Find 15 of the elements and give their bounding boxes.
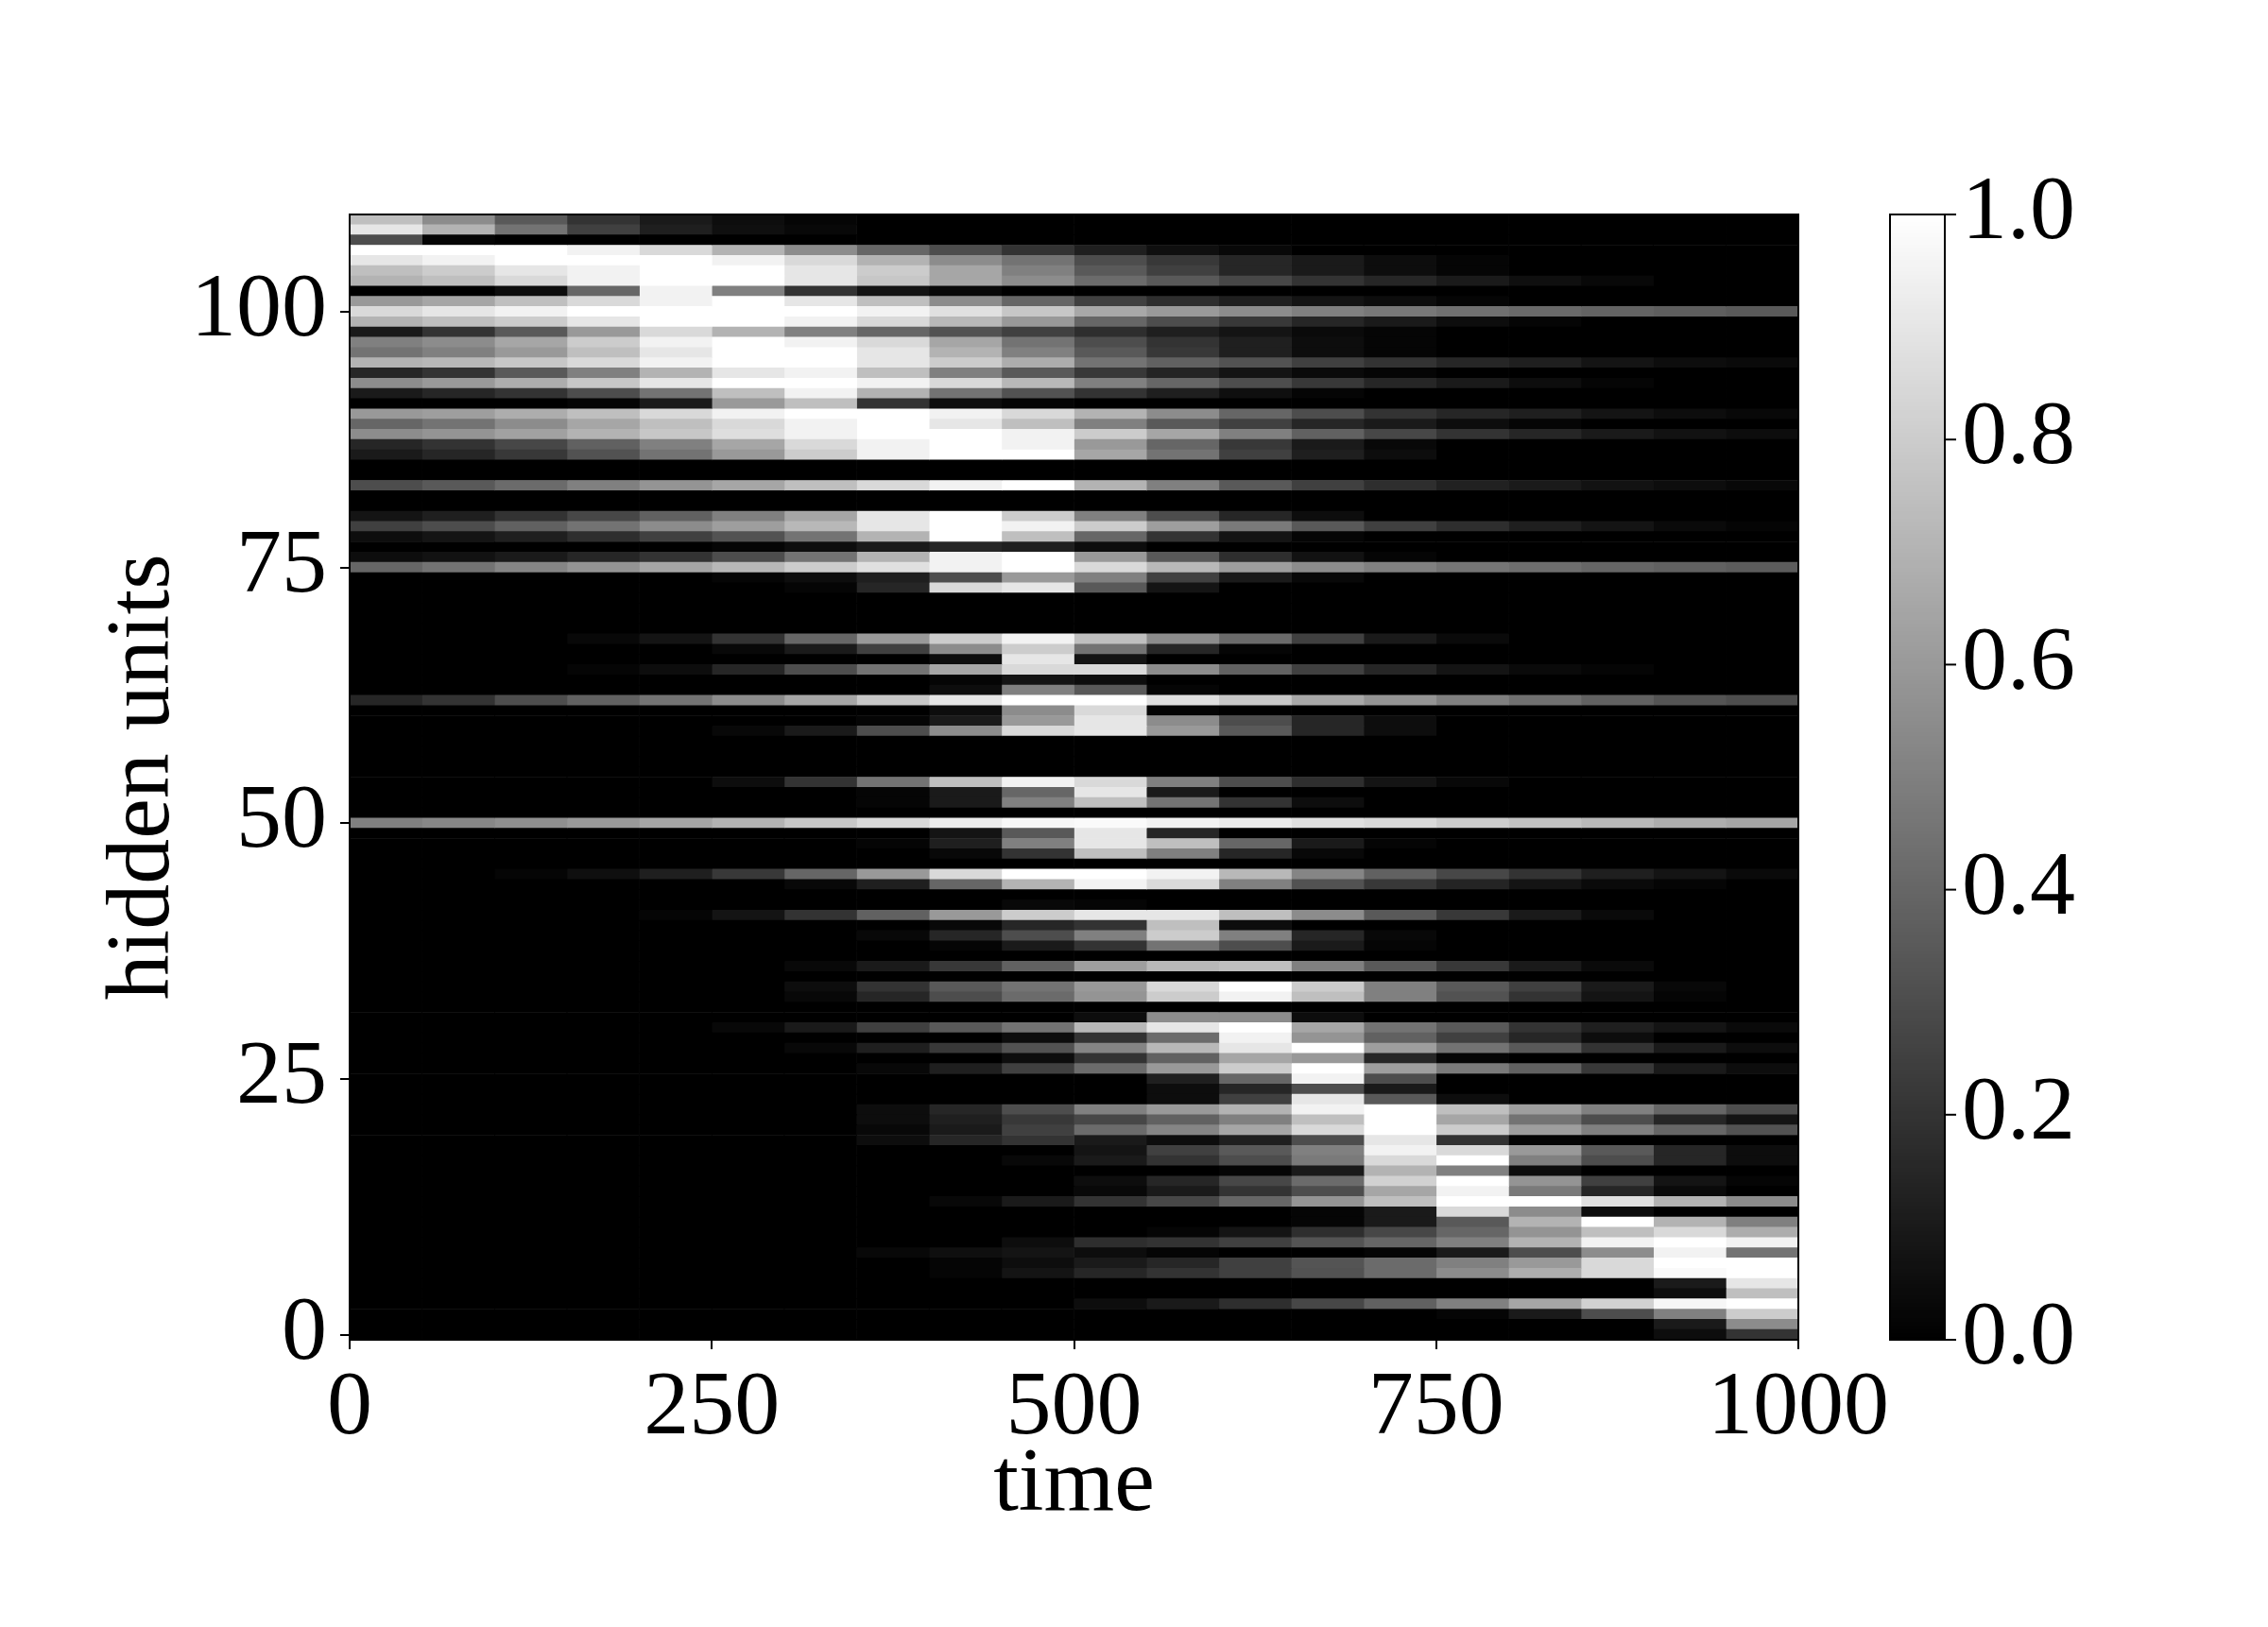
y-tick-label: 75 xyxy=(236,509,327,611)
y-tick-label: 100 xyxy=(191,254,327,356)
color-bar-label: 0.2 xyxy=(1962,1057,2075,1159)
y-tick-label: 50 xyxy=(236,765,327,867)
x-tick-label: 250 xyxy=(644,1351,781,1453)
color-bar-label: 0.0 xyxy=(1962,1282,2075,1384)
y-tick-label: 0 xyxy=(282,1276,327,1379)
y-tick-label: 25 xyxy=(236,1021,327,1123)
color-bar-label: 1.0 xyxy=(1962,157,2075,259)
x-tick-label: 1000 xyxy=(1708,1351,1889,1453)
color-bar-label: 0.6 xyxy=(1962,607,2075,709)
y-axis-title: hidden units xyxy=(86,554,188,1001)
x-tick-label: 750 xyxy=(1367,1351,1504,1453)
color-bar-label: 0.8 xyxy=(1962,382,2075,484)
color-bar-label: 0.4 xyxy=(1962,831,2075,933)
